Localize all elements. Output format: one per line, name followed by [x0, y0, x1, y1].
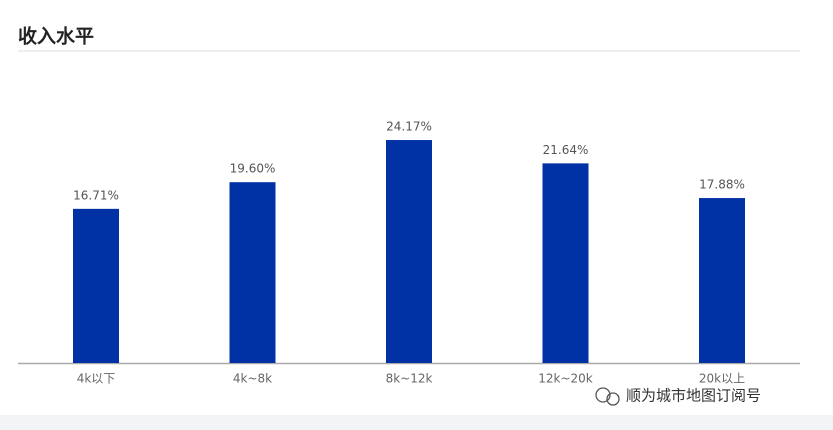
x-tick-label: 4k~8k — [233, 372, 272, 386]
value-label: 16.71% — [73, 188, 119, 202]
value-label: 19.60% — [230, 162, 276, 176]
value-label: 21.64% — [543, 143, 589, 157]
bar — [73, 208, 119, 363]
x-tick-label: 4k以下 — [77, 372, 116, 386]
footer-strip — [0, 415, 833, 430]
watermark-text: 顺为城市地图订阅号 — [626, 387, 761, 405]
x-tick-label: 12k~20k — [538, 372, 593, 386]
bar — [699, 198, 745, 363]
value-label: 24.17% — [386, 120, 432, 134]
x-tick-label: 8k~12k — [386, 372, 433, 386]
bar — [229, 182, 276, 363]
watermark-icon — [595, 387, 611, 403]
bar — [542, 163, 589, 363]
bar — [386, 140, 432, 363]
watermark-icon — [606, 392, 620, 406]
value-label: 17.88% — [699, 178, 745, 192]
watermark: 顺为城市地图订阅号 — [595, 387, 761, 406]
x-tick-label: 20k以上 — [699, 372, 745, 386]
chart-title: 收入水平 — [18, 25, 94, 48]
